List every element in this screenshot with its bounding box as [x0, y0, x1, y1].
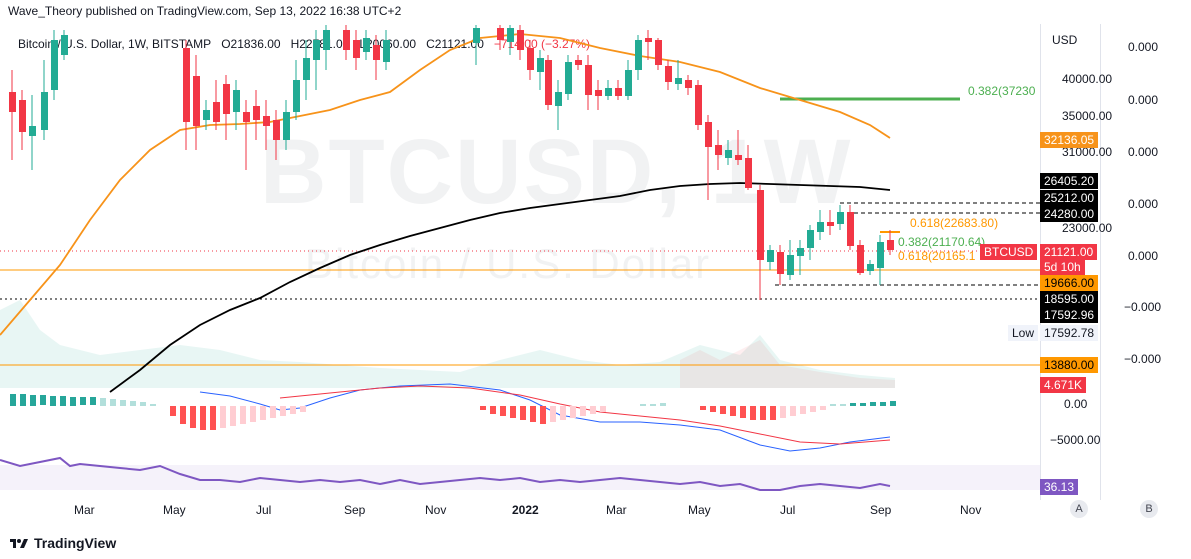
ma-orange-tag: 32136.05 [1040, 132, 1099, 148]
level-tag: 13880.00 [1040, 357, 1099, 373]
time-axis-label: May [163, 503, 186, 517]
macd-axis-label: 0.00 [1064, 397, 1088, 411]
time-axis-label: Mar [606, 503, 627, 517]
tradingview-brand[interactable]: TradingView [10, 535, 116, 551]
price-axis-label: 35000.00 [1062, 109, 1113, 123]
price-axis-label: 40000.00 [1062, 72, 1113, 86]
indicator-axis-label: −0.000 [1124, 352, 1162, 366]
b-scale-button[interactable]: B [1140, 500, 1158, 518]
rsi-line [0, 456, 891, 491]
low-label: Low [1008, 325, 1039, 341]
time-axis-label: Jul [780, 503, 796, 517]
indicator-axis-label: 0.000 [1128, 197, 1159, 211]
fib-382-label: 0.382(21170.64) [898, 235, 986, 249]
last-price-tag: 21121.00 [1040, 244, 1098, 260]
macd-pane [0, 392, 1040, 432]
ma-black-tag: 26405.20 [1040, 173, 1099, 189]
fib-top-label: 0.382(37230 [968, 84, 1036, 98]
macd-line [199, 383, 891, 452]
volume-area [0, 300, 895, 388]
time-axis-label: Nov [960, 503, 982, 517]
price-axis-label: 31000.00 [1062, 145, 1113, 159]
tradingview-logo-icon [10, 539, 28, 548]
indicator-axis-label: −0.000 [1124, 300, 1162, 314]
level-tag: 19666.00 [1040, 275, 1099, 291]
macd-axis-label: −5000.00 [1050, 433, 1101, 447]
indicator-axis-label: 0.000 [1128, 40, 1159, 54]
time-axis-label: Nov [425, 503, 447, 517]
brand-name: TradingView [34, 535, 117, 551]
chart-canvas[interactable] [0, 0, 1040, 520]
ma-orange [0, 33, 891, 336]
publisher-line: Wave_Theory published on TradingView.com… [8, 4, 402, 18]
candlesticks [9, 25, 894, 300]
level-tag: 24280.00 [1040, 206, 1099, 222]
price-axis-label: 23000.00 [1062, 221, 1113, 235]
time-axis-label: Jul [256, 503, 272, 517]
time-axis-label: Mar [74, 503, 95, 517]
fib-618b-label: 0.618(20165.1 [898, 249, 976, 263]
macd-bars [10, 394, 896, 430]
time-axis-label: May [688, 503, 711, 517]
volume-tag: 4.671K [1040, 377, 1087, 393]
indicator-axis-label: 0.000 [1128, 145, 1159, 159]
low-text: Low [1012, 326, 1035, 340]
fib-618-label: 0.618(22683.80) [910, 216, 999, 230]
indicator-axis-label: 0.000 [1128, 249, 1159, 263]
level-tag: 25212.00 [1040, 190, 1099, 206]
ohlc-open: O21836.00 [221, 37, 281, 51]
price-axis-currency: USD [1052, 33, 1078, 47]
rsi-tag: 36.13 [1040, 479, 1079, 495]
ma-black [109, 182, 891, 393]
watermark-ticker: BTCUSD, 1W [260, 121, 853, 223]
low-value-tag: 17592.78 [1040, 325, 1099, 341]
volume-area-red [680, 340, 895, 388]
indicator-axis-divider [1100, 24, 1101, 500]
time-axis-label: 2022 [512, 503, 539, 517]
level-tag: 17592.96 [1040, 307, 1099, 323]
indicator-axis-label: 0.000 [1128, 93, 1159, 107]
countdown-tag: 5d 10h [1040, 259, 1085, 275]
level-tag: 18595.00 [1040, 291, 1099, 307]
symbol-tag: BTCUSD [980, 244, 1038, 260]
time-axis-label: Sep [870, 503, 892, 517]
auto-scale-button[interactable]: A [1070, 500, 1088, 518]
time-axis-label: Sep [344, 503, 366, 517]
ohlc-close: C21121.00 [426, 37, 484, 51]
